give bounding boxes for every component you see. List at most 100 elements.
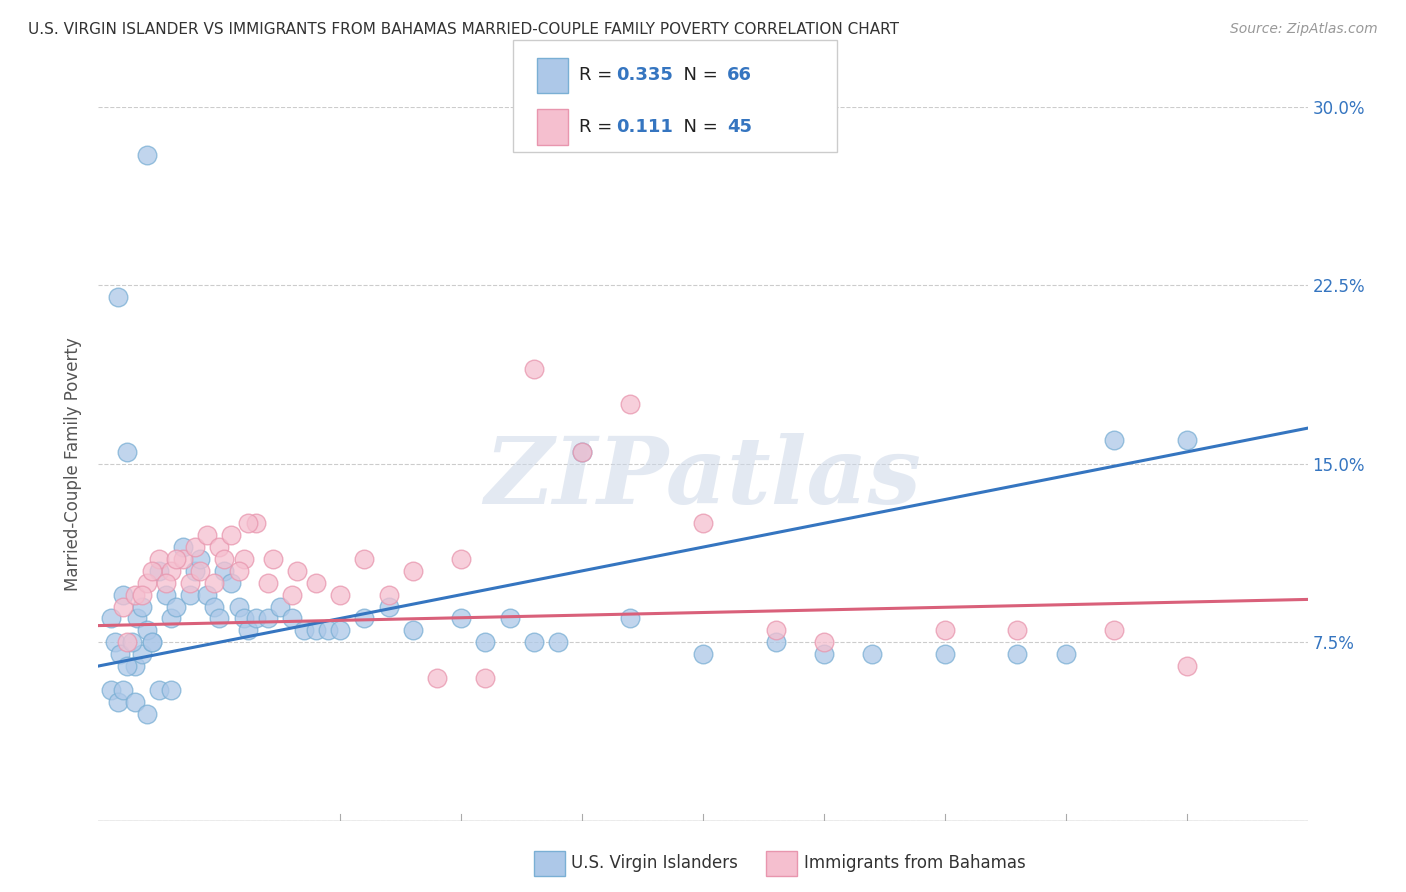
Point	[285, 564, 308, 578]
Point	[498, 611, 520, 625]
Point	[141, 564, 163, 578]
Text: 66: 66	[727, 66, 752, 85]
Point	[160, 564, 183, 578]
Point	[212, 564, 235, 578]
Point	[160, 682, 183, 697]
Point	[107, 290, 129, 304]
Point	[184, 540, 207, 554]
Point	[127, 611, 149, 625]
Point	[619, 611, 641, 625]
Point	[523, 635, 546, 649]
Point	[141, 635, 163, 649]
Point	[212, 552, 235, 566]
Point	[179, 588, 201, 602]
Point	[165, 599, 187, 614]
Point	[292, 624, 315, 638]
Point	[111, 599, 134, 614]
Point	[208, 540, 231, 554]
Point	[141, 635, 163, 649]
Text: ZIPatlas: ZIPatlas	[485, 434, 921, 523]
Point	[316, 624, 339, 638]
Point	[131, 588, 153, 602]
Text: U.S. VIRGIN ISLANDER VS IMMIGRANTS FROM BAHAMAS MARRIED-COUPLE FAMILY POVERTY CO: U.S. VIRGIN ISLANDER VS IMMIGRANTS FROM …	[28, 22, 898, 37]
Text: U.S. Virgin Islanders: U.S. Virgin Islanders	[571, 855, 738, 872]
Point	[256, 575, 278, 590]
Point	[353, 552, 375, 566]
Point	[228, 599, 250, 614]
Text: 45: 45	[727, 118, 752, 136]
Point	[245, 611, 267, 625]
Point	[160, 611, 183, 625]
Point	[547, 635, 569, 649]
Point	[305, 575, 328, 590]
Point	[124, 588, 146, 602]
Point	[184, 564, 207, 578]
Point	[155, 588, 177, 602]
Point	[1175, 659, 1198, 673]
Point	[765, 635, 787, 649]
Point	[571, 445, 593, 459]
Point	[135, 706, 157, 721]
Point	[117, 635, 139, 649]
Point	[108, 647, 131, 661]
Point	[1007, 647, 1029, 661]
Point	[1102, 433, 1125, 447]
Point	[195, 528, 218, 542]
Point	[107, 695, 129, 709]
Point	[450, 552, 472, 566]
Point	[281, 611, 304, 625]
Point	[131, 647, 153, 661]
Point	[121, 635, 143, 649]
Point	[221, 575, 243, 590]
Point	[262, 552, 284, 566]
Point	[100, 611, 122, 625]
Point	[813, 635, 835, 649]
Point	[100, 682, 122, 697]
Point	[1102, 624, 1125, 638]
Point	[124, 659, 146, 673]
Point	[692, 647, 714, 661]
Point	[256, 611, 278, 625]
Point	[402, 624, 425, 638]
Point	[269, 599, 291, 614]
Point	[523, 361, 546, 376]
Point	[135, 147, 157, 161]
Text: N =: N =	[672, 118, 724, 136]
Point	[813, 647, 835, 661]
Point	[165, 552, 187, 566]
Point	[1054, 647, 1077, 661]
Point	[124, 695, 146, 709]
Point	[571, 445, 593, 459]
Point	[474, 671, 496, 685]
Point	[692, 516, 714, 531]
Point	[232, 552, 254, 566]
Text: Source: ZipAtlas.com: Source: ZipAtlas.com	[1230, 22, 1378, 37]
Point	[305, 624, 328, 638]
Point	[402, 564, 425, 578]
Point	[934, 647, 956, 661]
Point	[155, 575, 177, 590]
Point	[1175, 433, 1198, 447]
Point	[117, 445, 139, 459]
Point	[135, 575, 157, 590]
Point	[377, 599, 399, 614]
Text: Immigrants from Bahamas: Immigrants from Bahamas	[804, 855, 1026, 872]
Text: N =: N =	[672, 66, 724, 85]
Point	[104, 635, 127, 649]
Point	[148, 564, 170, 578]
Point	[860, 647, 883, 661]
Text: R =: R =	[579, 66, 619, 85]
Point	[765, 624, 787, 638]
Point	[195, 588, 218, 602]
Point	[221, 528, 243, 542]
Point	[281, 588, 304, 602]
Point	[208, 611, 231, 625]
Point	[450, 611, 472, 625]
Text: 0.335: 0.335	[616, 66, 672, 85]
Text: R =: R =	[579, 118, 624, 136]
Text: 0.111: 0.111	[616, 118, 672, 136]
Point	[426, 671, 449, 685]
Point	[238, 516, 260, 531]
Point	[172, 552, 194, 566]
Point	[111, 682, 134, 697]
